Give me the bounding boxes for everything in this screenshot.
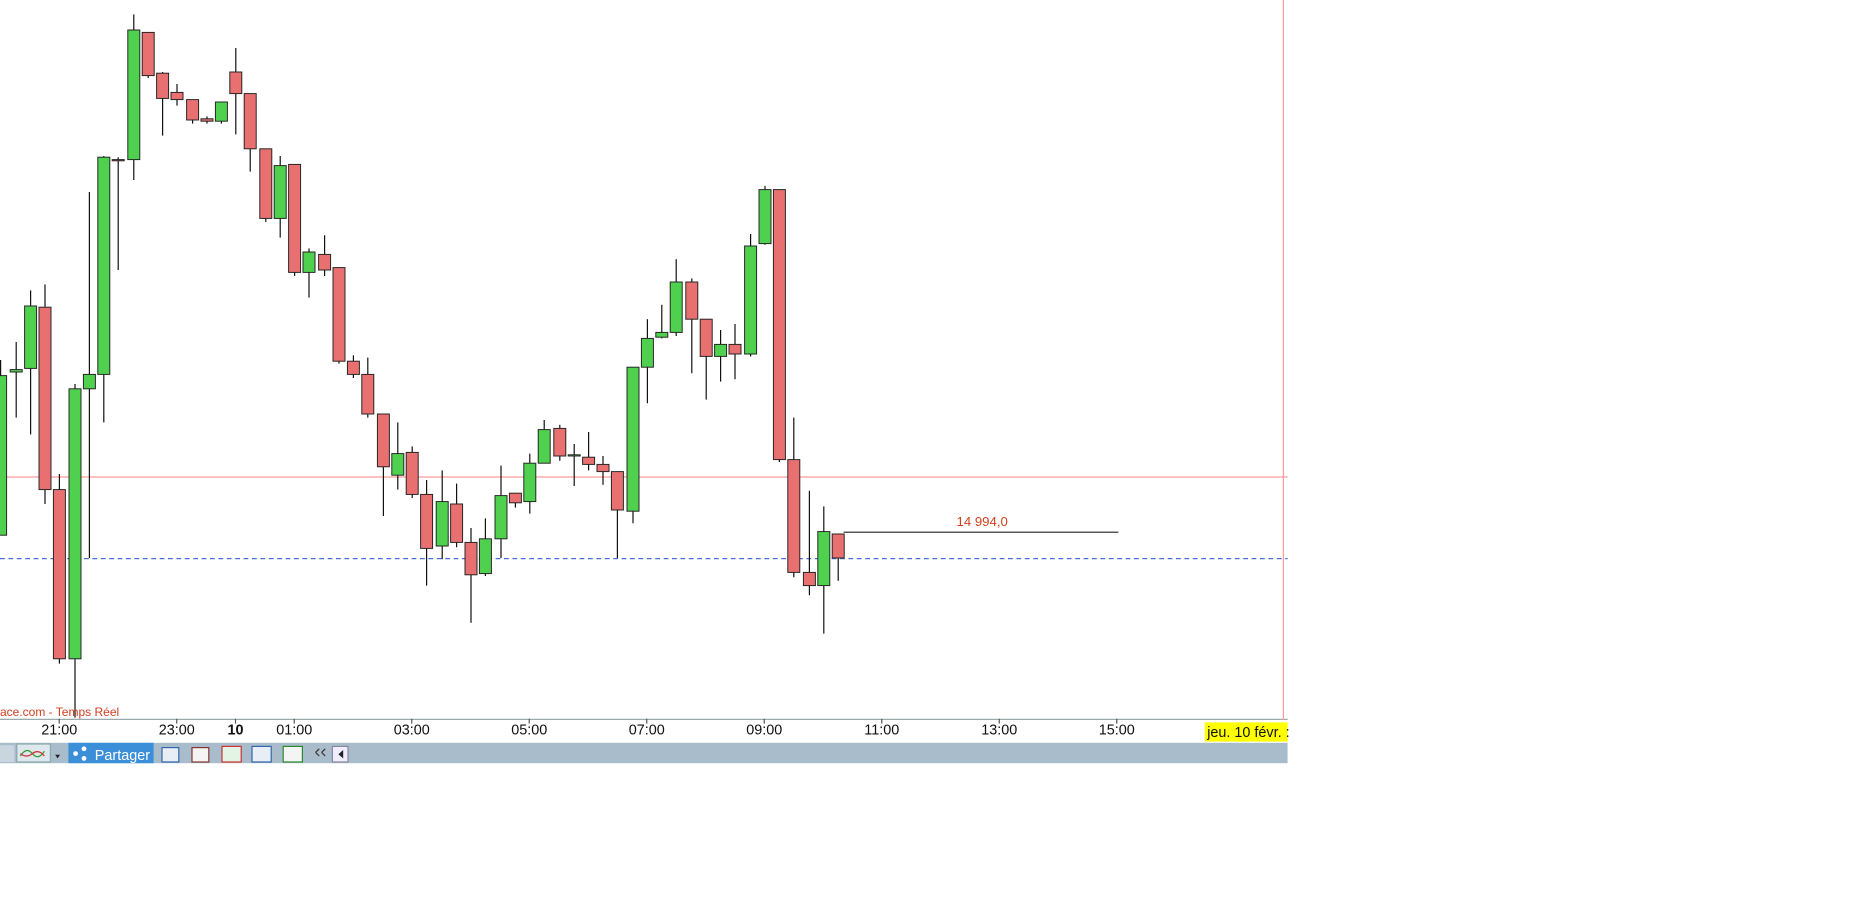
toolbar-icon[interactable]	[191, 747, 210, 763]
toolbar	[0, 742, 1288, 764]
last-price-label: 14 994,0	[957, 514, 1008, 529]
candle-body	[610, 471, 624, 511]
candle-body	[508, 492, 522, 504]
candle-body	[669, 281, 683, 333]
share-icon	[81, 746, 87, 752]
candle-body	[464, 541, 478, 576]
x-tick-label: 07:00	[629, 723, 665, 739]
candle-body	[186, 99, 200, 121]
share-icon	[73, 751, 78, 756]
candle-body	[596, 463, 610, 473]
plot-background	[0, 0, 1288, 763]
candle-body	[831, 533, 845, 559]
candle-body	[332, 267, 346, 362]
x-tick-label: 23:00	[159, 723, 195, 739]
candle-body	[478, 538, 492, 575]
candle-body	[626, 366, 640, 512]
candle-body	[214, 101, 228, 122]
candle-body	[758, 189, 772, 245]
candle-body	[111, 159, 125, 162]
source-label: ace.com - Temps Réel	[0, 705, 119, 719]
candle-body	[640, 337, 654, 368]
candle-body	[728, 343, 742, 355]
candle-body	[655, 331, 669, 338]
candle-body	[744, 245, 758, 355]
candle-body	[273, 165, 287, 219]
candle-body	[318, 253, 332, 271]
candle-body	[817, 531, 831, 587]
candle-body	[68, 388, 82, 660]
x-tick-label: 03:00	[394, 723, 430, 739]
candle-body	[97, 156, 111, 375]
dropdown-arrow[interactable]	[55, 754, 61, 759]
x-tick-label: 21:00	[41, 723, 77, 739]
candle-body	[127, 29, 141, 161]
candle-body	[200, 118, 214, 122]
x-tick-label: 01:00	[276, 723, 312, 739]
cursor-date-box	[1204, 722, 1288, 742]
candle-body	[229, 71, 243, 95]
x-tick-label: 09:00	[746, 723, 782, 739]
candle-body	[582, 456, 596, 465]
cursor-date: jeu. 10 févr. :	[1206, 725, 1289, 741]
scroll-arrow	[338, 750, 344, 759]
candle-body	[302, 251, 316, 273]
candle-body	[391, 453, 405, 476]
toolbar-button[interactable]	[0, 745, 15, 762]
candle-body	[170, 91, 184, 101]
candle-body	[450, 503, 464, 543]
candle-body	[361, 373, 375, 415]
x-tick-label: 15:00	[1099, 723, 1135, 739]
candle-body	[346, 360, 360, 375]
candle-body	[405, 451, 419, 495]
indicator-icon	[20, 751, 45, 757]
toolbar-icon[interactable]	[282, 745, 304, 763]
x-tick-label: 10	[227, 723, 243, 739]
candle-body	[38, 306, 52, 491]
x-tick-label: 13:00	[981, 723, 1017, 739]
candle-body	[772, 189, 786, 461]
candle-body	[420, 493, 434, 549]
candle-body	[24, 305, 38, 369]
candle-body	[567, 454, 581, 457]
candle-body	[494, 495, 508, 540]
toolbar-icon[interactable]	[161, 747, 180, 763]
candle-body	[537, 429, 551, 464]
candle-body	[685, 281, 699, 320]
candle-body	[435, 501, 449, 547]
candle-body	[156, 72, 170, 99]
chart-window: Partager 14 994,0 21:00 23:00 10 01:00 03:00 0…	[0, 0, 1290, 764]
toolbar-icon[interactable]	[221, 745, 242, 763]
share-button[interactable]	[68, 742, 154, 764]
candle-body	[802, 571, 816, 587]
share-label[interactable]: Partager	[95, 748, 150, 764]
candle-body	[523, 462, 537, 503]
candle-body	[553, 427, 567, 457]
candle-body	[288, 163, 302, 273]
candle-body	[52, 489, 66, 660]
collapse-icon[interactable]	[315, 748, 326, 757]
candle-body	[714, 343, 728, 357]
x-tick-label: 05:00	[511, 723, 547, 739]
share-icon	[81, 756, 87, 761]
candle-body	[376, 413, 390, 468]
candle-body	[82, 373, 96, 390]
candle-body	[259, 148, 273, 219]
candle-body	[787, 459, 801, 573]
candle-body	[243, 93, 257, 150]
candle-body	[9, 369, 23, 373]
toolbar-icon[interactable]	[251, 745, 272, 763]
x-tick-label: 11:00	[864, 723, 899, 739]
candle-body	[0, 375, 8, 536]
candle-body	[141, 31, 155, 77]
candle-body	[699, 318, 713, 357]
